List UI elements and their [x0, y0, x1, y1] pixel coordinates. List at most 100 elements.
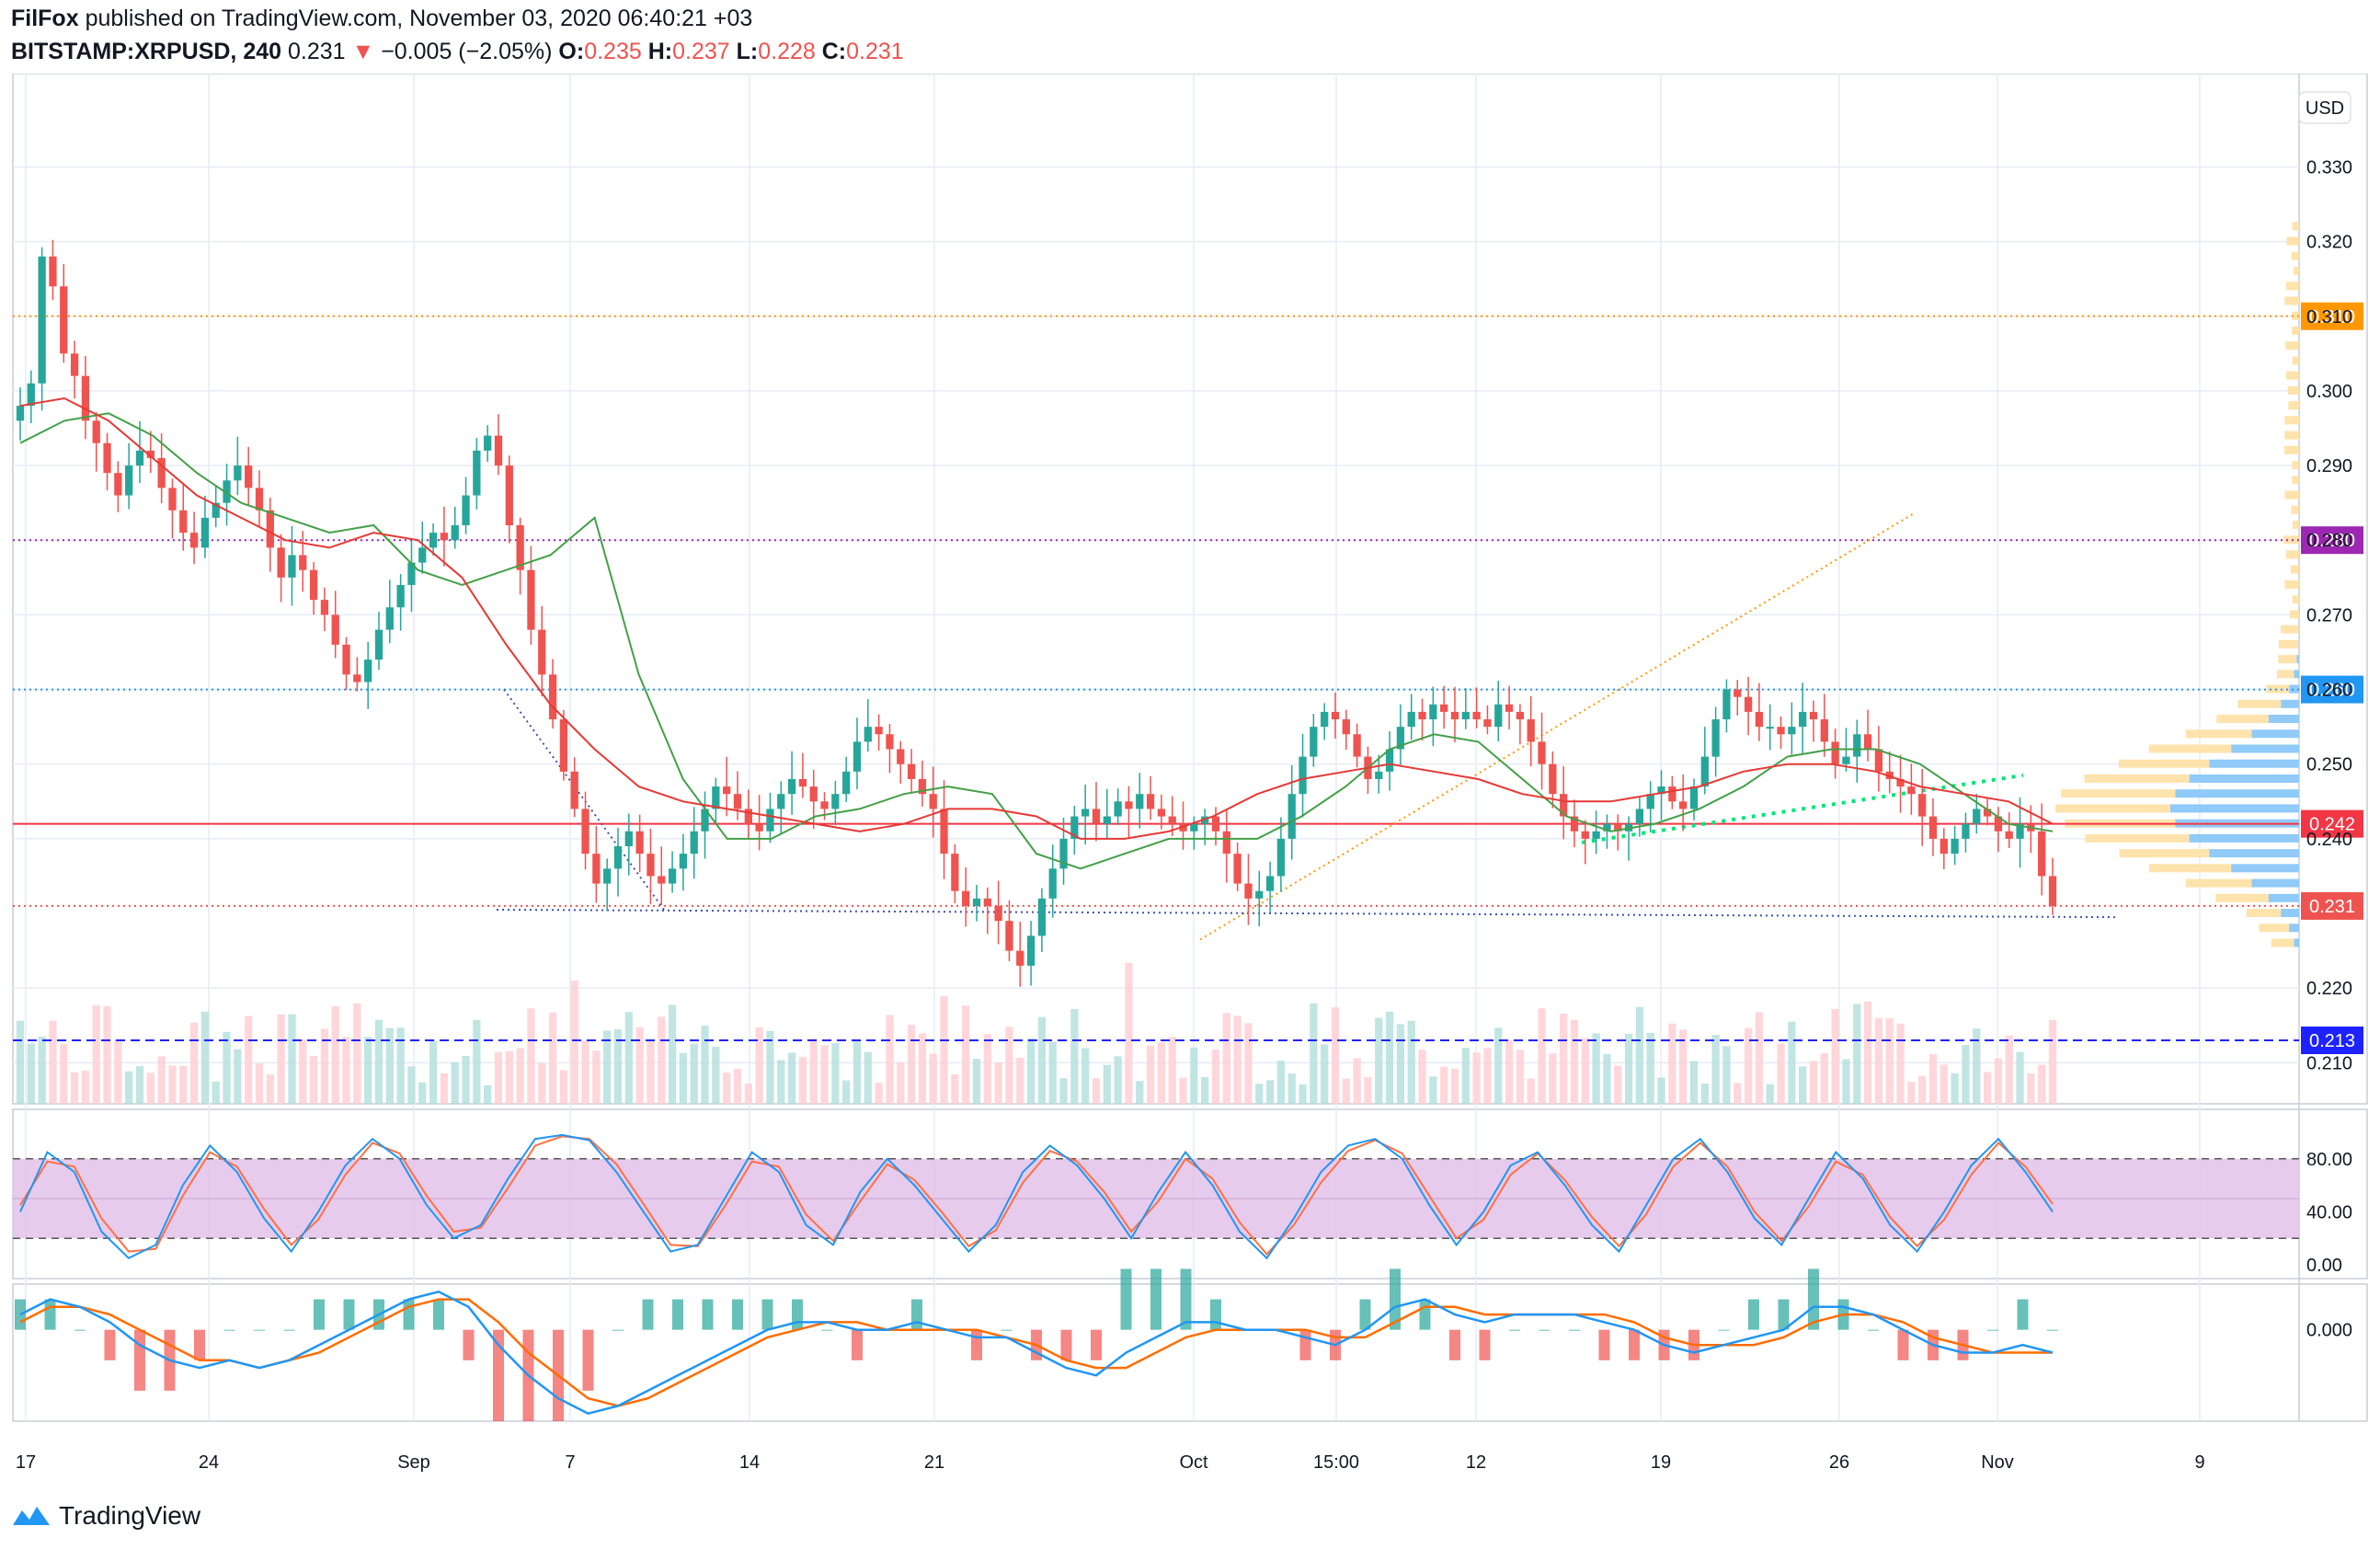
symbol-title: BITSTAMP:XRPUSD, 240 [11, 39, 282, 64]
y-tick-label: 0.250 [2306, 755, 2352, 775]
volume-bar [1722, 1046, 1731, 1104]
macd-histogram-bar [1060, 1329, 1072, 1360]
level-badge [2301, 526, 2363, 555]
volume-profile-bar-dense [2251, 729, 2299, 739]
volume-bar [548, 1012, 557, 1104]
volume-bar [1059, 1078, 1068, 1104]
candle-body [658, 876, 666, 884]
currency-button[interactable]: USD [2298, 91, 2351, 124]
candle-body [951, 854, 959, 891]
price-axis[interactable]: 0.330 0.320 0.310 0.300 0.290 0.280 0.270 0.260… [2306, 157, 2352, 1340]
macd-histogram-bar [852, 1329, 863, 1360]
volume-bar [1190, 1047, 1198, 1104]
candle-body [234, 465, 242, 481]
volume-profile-bar-dense [2289, 924, 2299, 933]
volume-profile-bar [2292, 222, 2299, 231]
candle-body [462, 495, 470, 526]
volume-profile-bar [2259, 924, 2290, 933]
volume-bar [1092, 1078, 1101, 1104]
candle-body [1287, 794, 1296, 839]
volume-bar [1994, 1058, 2003, 1104]
candle-body [646, 854, 655, 877]
volume-bar [1646, 1032, 1654, 1104]
volume-profile-bar-dense [2231, 864, 2299, 873]
macd-histogram-bar [403, 1299, 415, 1330]
candle-body [1255, 890, 1264, 899]
macd-histogram-bar [732, 1299, 743, 1330]
time-axis[interactable]: 17 24 Sep 7 14 21 Oct 15:00 12 19 26 Nov 9 [16, 1452, 2205, 1473]
candle-body [385, 607, 394, 630]
stoch-tick-label: 0.00 [2306, 1256, 2342, 1276]
candle-body [1114, 801, 1122, 817]
candle-body [1831, 741, 1839, 764]
macd-histogram-bar [74, 1329, 86, 1331]
candle-body [886, 734, 894, 750]
candle-body [429, 533, 438, 548]
volume-bar [234, 1049, 242, 1104]
candle-body [1396, 727, 1405, 750]
volume-bar [1299, 1084, 1307, 1104]
macd-histogram-bar [642, 1299, 654, 1330]
green-trendline [1581, 773, 2024, 844]
volume-bar [1820, 1053, 1828, 1104]
volume-bar [1863, 1001, 1872, 1104]
x-tick-label: Nov [1981, 1452, 2014, 1473]
x-tick-label: 24 [199, 1452, 219, 1473]
volume-bar [1973, 1028, 1981, 1104]
candle-body [994, 905, 1002, 922]
y-tick-label: 0.320 [2306, 233, 2352, 253]
volume-bar [1896, 1023, 1905, 1104]
volume-bar [1624, 1033, 1633, 1104]
macd-histogram-bar [1299, 1329, 1311, 1360]
volume-profile-bar [2271, 938, 2294, 947]
volume-bar [538, 1062, 546, 1104]
low-label: L: [736, 39, 759, 64]
volume-bar [559, 1070, 568, 1104]
volume-bar [1265, 1080, 1275, 1104]
candle-body [1092, 809, 1101, 824]
candle-body [16, 406, 25, 421]
x-tick-label: 9 [2194, 1452, 2204, 1473]
level-badge-label: 0.242 [2309, 815, 2355, 835]
macd-histogram-bar [1897, 1329, 1909, 1360]
volume-bar [1939, 1064, 1948, 1104]
candle-body [299, 555, 307, 570]
volume-profile-bar [2290, 565, 2299, 574]
macd-histogram-bar [702, 1299, 714, 1330]
tradingview-logo[interactable]: TradingView [11, 1497, 200, 1534]
volume-profile-bar [2292, 461, 2299, 470]
candle-body [1494, 704, 1503, 728]
y-tick-label: 0.220 [2306, 979, 2352, 999]
candle-body [1570, 816, 1579, 832]
horizontal-levels[interactable]: 0.310 0.280 0.260 0.242 0.231 0.213 [13, 302, 2363, 1055]
volume-profile-bar [2286, 550, 2299, 559]
volume-bar [1700, 1083, 1709, 1104]
y-tick-label: 0.290 [2306, 456, 2352, 476]
macd-histogram-bar [1569, 1329, 1580, 1331]
x-tick-label: 14 [739, 1452, 760, 1473]
candle-body [1809, 711, 1818, 720]
candle-body [1265, 876, 1275, 891]
volume-bar [777, 1060, 785, 1104]
volume-profile-bar [2084, 774, 2190, 783]
candle-body [1592, 831, 1600, 839]
candle-body [1962, 823, 1970, 839]
trend-lines[interactable] [496, 512, 2120, 941]
candle-body [245, 465, 253, 488]
chart-canvas[interactable]: 0.310 0.280 0.260 0.242 0.231 0.213 0.330 0.32… [0, 74, 2380, 1490]
volume-bar [820, 1045, 829, 1104]
volume-bar [505, 1050, 513, 1104]
candle-body [1679, 801, 1688, 809]
candle-body [1483, 719, 1492, 728]
volume-profile-bar [2085, 833, 2190, 843]
macd-tick-label: 0.000 [2306, 1321, 2352, 1341]
volume-profile-bar [2292, 356, 2299, 365]
price-change: −0.005 (−2.05%) [381, 39, 553, 64]
candle-body [592, 854, 601, 884]
volume-bar [1777, 1043, 1785, 1104]
candle-body [1799, 711, 1807, 728]
publisher-name[interactable]: FilFox [11, 6, 79, 31]
macd-histogram-bar [821, 1329, 833, 1331]
volume-bar [1037, 1016, 1047, 1104]
volume-profile-bar-dense [2189, 774, 2299, 783]
